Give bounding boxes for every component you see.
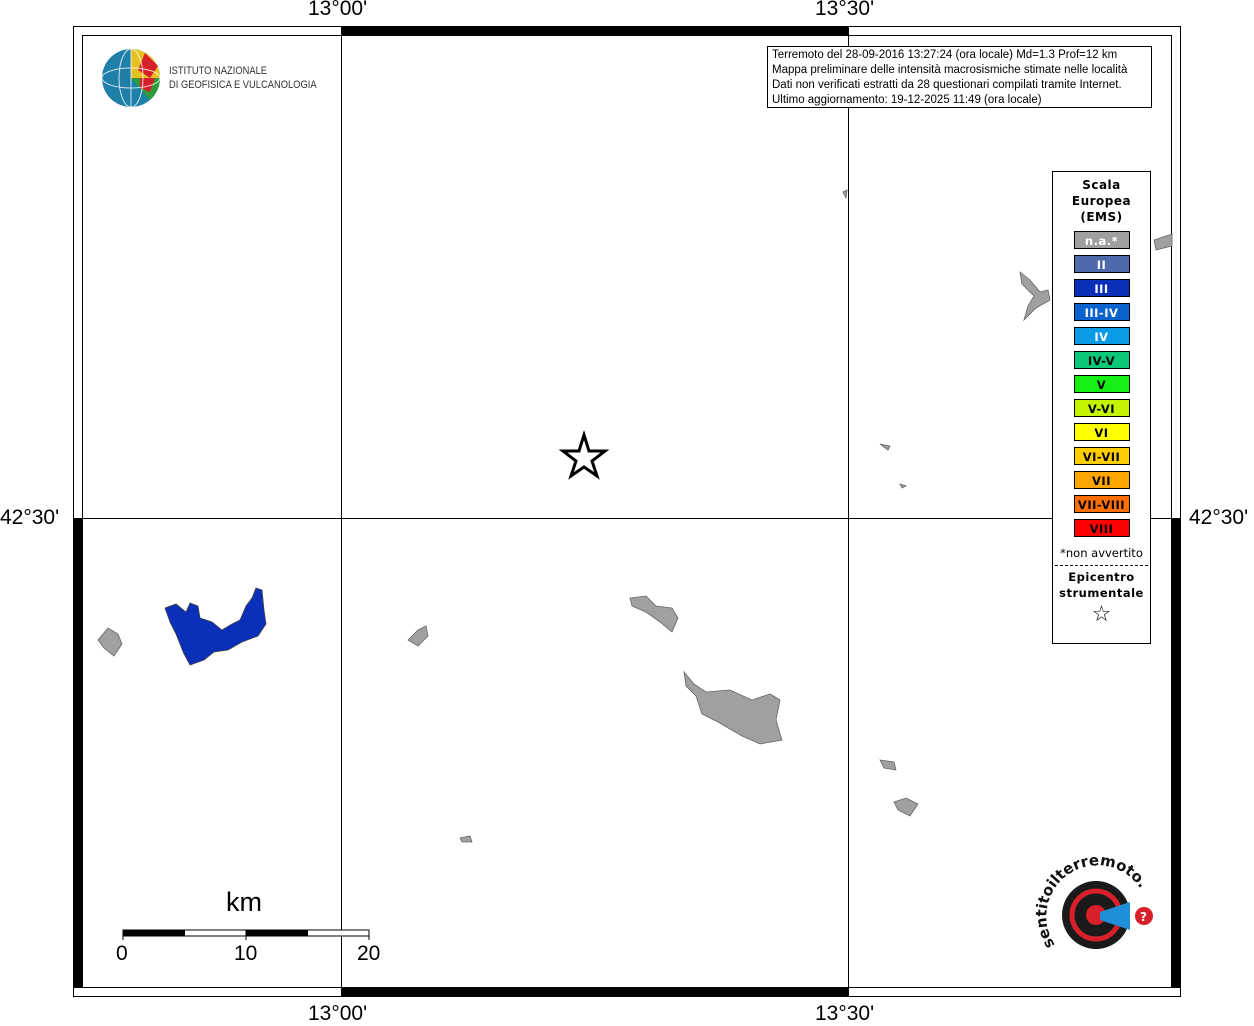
scale-label-10: 10: [234, 942, 258, 965]
intensity-legend: Scala Europea (EMS) n.a.* II III III-IV IV IV…: [1052, 171, 1151, 644]
tick-bottom-1330: 13°30': [815, 1002, 875, 1025]
legend-item: II: [1073, 255, 1130, 273]
area-na[interactable]: [459, 835, 473, 843]
scale-unit: km: [226, 887, 262, 917]
legend-item: VII-VIII: [1073, 495, 1130, 513]
ingv-globe-logo: [101, 48, 161, 108]
tick-top-1300: 13°00': [308, 0, 368, 20]
scale-bar: [122, 929, 370, 940]
area-na[interactable]: [1153, 233, 1173, 251]
legend-item: VI: [1073, 423, 1130, 441]
area-na[interactable]: [97, 627, 123, 657]
area-na[interactable]: [879, 443, 891, 451]
legend-item: V-VI: [1073, 399, 1130, 417]
legend-item: VII: [1073, 471, 1130, 489]
tick-top-1330: 13°30': [815, 0, 875, 20]
epicenter-star-icon[interactable]: [558, 429, 610, 480]
area-na[interactable]: [899, 483, 908, 489]
hsit-logo: ? sentitoilterremoto.it: [0, 0, 1153, 952]
event-info-box: Terremoto del 28-09-2016 13:27:24 (ora l…: [767, 46, 1152, 108]
frame-segment-top: [341, 27, 848, 35]
tick-bottom-1300: 13°00': [308, 1002, 368, 1025]
legend-item: IV: [1073, 327, 1130, 345]
area-na[interactable]: [893, 797, 919, 817]
legend-item: V: [1073, 375, 1130, 393]
scale-label-20: 20: [357, 942, 381, 965]
area-na[interactable]: [407, 625, 429, 647]
scale-label-0: 0: [116, 942, 128, 965]
legend-title-line: (EMS): [1080, 210, 1123, 224]
ingv-line1: ISTITUTO NAZIONALE: [169, 65, 268, 77]
map-frame-inner: [82, 35, 1172, 988]
frame-segment-bottom: [341, 988, 848, 996]
svg-text:?: ?: [1140, 910, 1147, 924]
legend-title-line: Europea: [1071, 194, 1132, 208]
legend-item: III-IV: [1073, 303, 1130, 321]
area-na[interactable]: [629, 595, 679, 633]
legend-item: IV-V: [1073, 351, 1130, 369]
area-na[interactable]: [842, 189, 848, 200]
legend-item: n.a.*: [1073, 231, 1130, 249]
ingv-logo-text: ISTITUTO NAZIONALE DI GEOFISICA E VULCAN…: [169, 64, 317, 92]
legend-title: Scala Europea (EMS): [1053, 177, 1150, 225]
legend-epicenter-label: Epicentro strumentale: [1053, 569, 1150, 601]
info-line: Terremoto del 28-09-2016 13:27:24 (ora l…: [772, 49, 1118, 61]
info-line: Dati non verificati estratti da 28 quest…: [772, 79, 1122, 91]
legend-item: VI-VII: [1073, 447, 1130, 465]
area-na[interactable]: [1019, 271, 1051, 322]
legend-epicenter-line: strumentale: [1059, 586, 1144, 600]
map-frame-outer: [73, 26, 1181, 997]
star-icon: ☆: [1091, 602, 1112, 627]
ingv-line2: DI GEOFISICA E VULCANOLOGIA: [169, 79, 317, 91]
legend-title-line: Scala: [1082, 178, 1121, 192]
svg-text:sentitoilterremoto.it: sentitoilterremoto.it: [0, 0, 1152, 952]
area-na[interactable]: [879, 759, 897, 771]
info-line: Mappa preliminare delle intensità macros…: [772, 64, 1128, 76]
info-line: Ultimo aggiornamento: 19-12-2025 11:49 (…: [772, 94, 1042, 106]
tick-right-4230: 42°30': [1189, 506, 1249, 529]
legend-item: III: [1073, 279, 1130, 297]
frame-segment-right: [1172, 518, 1180, 988]
frame-segment-left: [74, 518, 82, 988]
area-na[interactable]: [683, 670, 783, 745]
legend-note: *non avvertito: [1060, 546, 1143, 560]
legend-item: VIII: [1073, 519, 1130, 537]
legend-epicenter-line: Epicentro: [1068, 570, 1135, 584]
legend-divider: [1055, 565, 1148, 566]
tick-left-4230: 42°30': [0, 506, 60, 529]
area-intensity-iii[interactable]: [164, 587, 267, 666]
